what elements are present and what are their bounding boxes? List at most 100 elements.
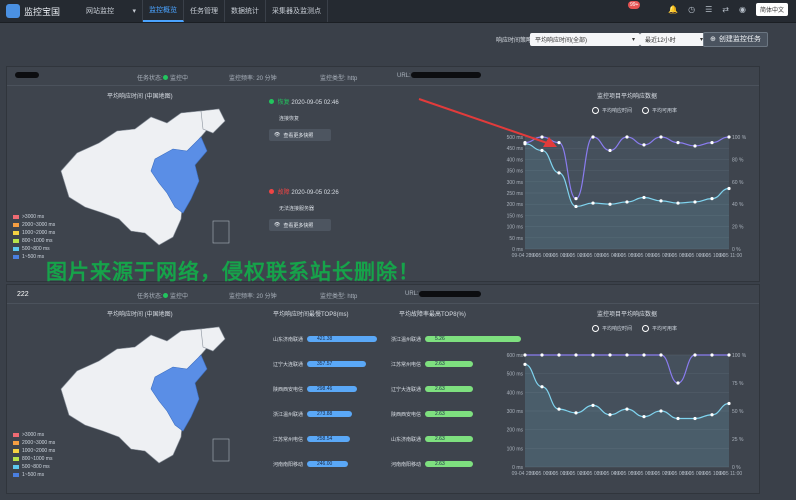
map-title: 平均响应时间 (中国地图) [107, 312, 173, 318]
y-left-tick: 300 ms [507, 409, 524, 415]
map-legend: >3000 ms 2000~3000 ms 1000~2000 ms 800~1… [13, 431, 55, 479]
top-list-row: 河南南阳移动 246.00 [273, 460, 348, 468]
row-label: 江苏常州电信 [273, 436, 304, 443]
chevron-down-icon: ▾ [631, 36, 635, 43]
legend-swatch [13, 457, 19, 461]
data-point [676, 141, 680, 145]
data-point [659, 199, 663, 203]
legend-item: 平均可用率 [642, 325, 677, 332]
legend-swatch [13, 247, 19, 251]
legend-marker [642, 325, 650, 332]
tab-task-management[interactable]: 任务管理 [184, 0, 225, 22]
legend-swatch [13, 473, 19, 477]
frequency-label: 监控频率: 20 分钟 [229, 294, 277, 300]
x-tick: 09-05 08:00 [665, 253, 692, 259]
data-point [591, 353, 595, 357]
data-point [676, 416, 680, 421]
top-list-row: 山东济南联通 2.63 [391, 435, 473, 443]
legend-item: 800~1000 ms [13, 237, 55, 245]
watermark-text: 图片来源于网络，侵权联系站长删除！ [46, 261, 420, 284]
row-bar: 2.63 [425, 386, 473, 392]
x-tick: 09-05 04:00 [597, 471, 624, 477]
data-point [608, 148, 612, 153]
legend-swatch [13, 215, 19, 219]
status-dot [269, 189, 274, 194]
frequency-label: 监控频率: 20 分钟 [229, 76, 277, 82]
y-left-tick: 400 ms [507, 157, 524, 163]
data-point [574, 204, 578, 209]
response-chart-2[interactable]: 0 ms 100 ms 200 ms 300 ms 400 ms 500 ms 600 ms… [497, 349, 757, 484]
range-select[interactable]: 最近12小时 ▾ [640, 32, 708, 46]
data-point [693, 144, 697, 148]
data-point [557, 407, 561, 411]
row-bar: 2.63 [425, 361, 473, 367]
view-snapshots-button[interactable]: 👁 查看更多快照 [269, 129, 331, 141]
time-range-label: 响应时间策略: [496, 37, 534, 44]
data-point [676, 381, 680, 385]
panel-header: 任务状态: 监控中 监控频率: 20 分钟 监控类型: http URL: [7, 67, 759, 86]
chart-title: 监控项目平均响应数据 [597, 94, 658, 100]
china-map[interactable] [55, 325, 255, 475]
transfer-icon[interactable]: ⇄ [722, 5, 729, 14]
language-select[interactable]: 简体中文 [755, 3, 788, 16]
data-point [557, 141, 561, 145]
list-icon[interactable]: ☰ [705, 5, 713, 14]
metric-select[interactable]: 平均响应时间(全部) ▾ [530, 32, 640, 46]
data-point [540, 353, 544, 357]
data-point [540, 135, 544, 139]
row-label: 江苏常州电信 [391, 361, 422, 368]
data-point [608, 413, 612, 417]
x-tick: 09-05 00:00 [529, 471, 556, 477]
row-label: 陕西西安电信 [391, 411, 422, 418]
x-tick: 09-05 09:00 [682, 471, 709, 477]
eye-icon: 👁 [274, 222, 281, 228]
row-bar: 298.46 [307, 386, 357, 392]
create-task-button[interactable]: ⊕ 创建监控任务 [703, 31, 768, 47]
x-tick: 09-04 23:00 [512, 471, 539, 477]
top-list-row: 山东济南联通 421.38 [273, 335, 377, 343]
x-tick: 09-05 01:00 [546, 253, 573, 259]
data-point [727, 135, 731, 139]
data-point [642, 143, 646, 147]
data-point [710, 141, 714, 145]
y-right-tick: 100 % [732, 135, 747, 141]
row-bar: 421.38 [307, 336, 377, 342]
redacted-url [419, 291, 481, 297]
tab-collectors[interactable]: 采集器及监测点 [266, 0, 328, 22]
data-point [693, 200, 697, 204]
monitor-panel-1: 任务状态: 监控中 监控频率: 20 分钟 监控类型: http URL: 平均… [6, 66, 760, 282]
data-point [523, 141, 527, 145]
annotation-arrow [418, 98, 557, 147]
clock-icon[interactable]: ◷ [688, 5, 696, 14]
row-label: 陕西西安电信 [273, 386, 304, 393]
website-monitor-menu[interactable]: 网站监控 ▾ [80, 0, 143, 22]
x-tick: 09-05 04:00 [597, 253, 624, 259]
tab-statistics[interactable]: 数据统计 [225, 0, 266, 22]
y-left-tick: 350 ms [507, 169, 524, 175]
data-point [625, 135, 629, 139]
status-dot [269, 99, 274, 104]
y-left-tick: 400 ms [507, 390, 524, 396]
legend-swatch [13, 433, 19, 437]
plus-circle-icon: ⊕ [710, 36, 716, 43]
response-chart-1[interactable]: 0 ms 50 ms 100 ms 150 ms 200 ms 250 ms 300 ms 3… [497, 131, 757, 266]
user-icon[interactable]: ◉ [739, 5, 746, 14]
chart-legend: 平均响应时间 平均可用率 [592, 325, 677, 332]
logo[interactable]: 监控宝国 [6, 4, 60, 18]
legend-item: 500~800 ms [13, 245, 55, 253]
legend-marker [592, 325, 599, 332]
legend-item: 1~500 ms [13, 471, 55, 479]
legend-item: 1000~2000 ms [13, 447, 55, 455]
top-list-row: 辽宁大连联通 357.57 [273, 360, 367, 368]
data-point [710, 413, 714, 417]
x-tick: 09-05 02:00 [563, 253, 590, 259]
bell-icon[interactable]: 🔔 [668, 5, 679, 14]
map-region-northeast [200, 108, 226, 134]
data-point [693, 353, 697, 357]
top-fail-title: 平均故障率最高TOP8(%) [399, 312, 466, 318]
data-point [642, 195, 646, 200]
china-map[interactable] [55, 107, 255, 257]
view-snapshots-button[interactable]: 👁 查看更多快照 [269, 219, 331, 231]
url-label: URL: [405, 291, 419, 297]
tab-overview[interactable]: 监控概览 [143, 0, 184, 22]
